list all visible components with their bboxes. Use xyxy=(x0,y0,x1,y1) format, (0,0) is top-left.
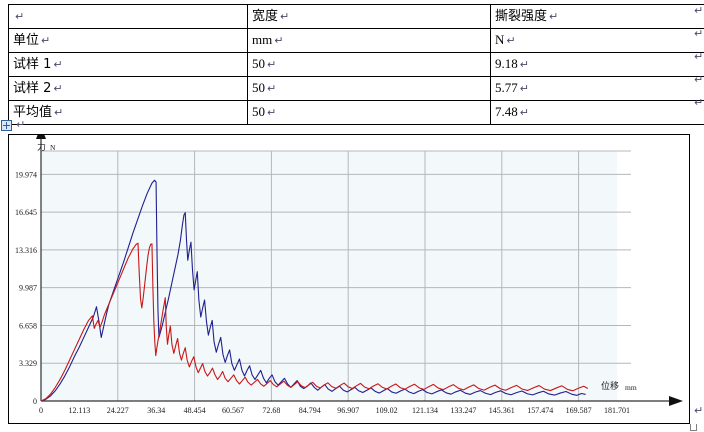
paragraph-mark-icon: ↵ xyxy=(267,82,277,95)
row-end-paragraph-mark-icon: ↵ xyxy=(694,50,704,63)
cell-text: 撕裂强度 xyxy=(495,8,548,24)
table-row: 试样 2 ↵ 50 ↵ 5.77 ↵ xyxy=(8,76,704,101)
paragraph-mark-icon: ↵ xyxy=(41,33,51,47)
x-tick-label: 133.247 xyxy=(450,406,476,415)
paragraph-mark-icon: ↵ xyxy=(549,9,559,23)
cell-text: 50 xyxy=(252,56,265,71)
table-cell-label[interactable]: 试样 2 ↵ xyxy=(8,76,248,101)
row-end-paragraph-mark-icon: ↵ xyxy=(694,4,704,17)
paragraph-mark-icon: ↵ xyxy=(267,58,277,71)
y-tick-label: 0 xyxy=(33,397,37,406)
x-tick-label: 0 xyxy=(39,406,43,415)
cell-text: mm xyxy=(252,32,273,47)
document-end-marker xyxy=(690,424,697,431)
y-tick-label: 16.645 xyxy=(15,208,37,217)
table-move-handle-icon[interactable] xyxy=(1,120,12,131)
table-cell-width[interactable]: 50 ↵ xyxy=(247,76,491,101)
paragraph-mark-icon: ↵ xyxy=(280,9,290,23)
x-tick-label: 72.68 xyxy=(262,406,280,415)
paragraph-mark-icon: ↵ xyxy=(694,404,704,417)
y-tick-label: 6.658 xyxy=(19,321,37,330)
table-cell-strength[interactable]: 7.48 ↵ xyxy=(490,100,704,125)
results-table: ↵ 宽度 ↵ 撕裂强度 ↵ 单位 ↵ mm ↵ N ↵ 试样 1 ↵ 50 ↵ 9.18 ↵ 试… xyxy=(8,4,704,125)
x-tick-label: 60.567 xyxy=(222,406,244,415)
paragraph-mark-icon: ↵ xyxy=(506,34,516,47)
cell-text: 50 xyxy=(252,80,265,95)
y-axis-title: 力 xyxy=(37,141,46,153)
cell-text: 单位 xyxy=(13,32,40,48)
paragraph-mark-icon: ↵ xyxy=(519,106,529,119)
force-displacement-chart: 0 12.113 24.227 36.34 48.454 60.567 72.68 84.79… xyxy=(8,134,690,424)
paragraph-mark-icon: ↵ xyxy=(267,106,277,119)
table-cell-width[interactable]: mm ↵ xyxy=(247,28,491,53)
series-line-2 xyxy=(40,242,589,402)
x-axis-title: 位移 xyxy=(601,380,619,392)
x-axis-unit: mm xyxy=(625,383,637,392)
cell-text: 试样 2 xyxy=(13,80,52,96)
plot-background xyxy=(41,151,617,401)
paragraph-mark-icon: ↵ xyxy=(15,10,25,23)
y-tick-label: 9.987 xyxy=(19,284,37,293)
table-row: 单位 ↵ mm ↵ N ↵ xyxy=(8,28,704,53)
x-tick-label: 145.361 xyxy=(489,406,515,415)
cell-text: N xyxy=(495,32,505,47)
paragraph-mark-icon: ↵ xyxy=(274,34,284,47)
table-cell-label[interactable]: ↵ xyxy=(8,4,248,29)
x-tick-label: 121.134 xyxy=(412,406,438,415)
y-axis-unit: N xyxy=(50,143,56,152)
cell-text: 5.77 xyxy=(495,80,518,95)
y-tick-label: 19.974 xyxy=(15,170,37,179)
paragraph-mark-icon: ↵ xyxy=(519,58,529,71)
table-cell-width[interactable]: 50 ↵ xyxy=(247,52,491,77)
table-row: 平均值 ↵ 50 ↵ 7.48 ↵ xyxy=(8,100,704,125)
y-tick-label: 13.316 xyxy=(15,246,37,255)
paragraph-mark-icon: ↵ xyxy=(54,105,64,119)
data-series xyxy=(40,179,589,402)
x-tick-label: 24.227 xyxy=(107,406,129,415)
x-tick-label: 109.02 xyxy=(376,406,398,415)
x-tick-label: 96.907 xyxy=(337,406,359,415)
y-axis-tick-labels: 0 3.329 6.658 9.987 13.316 16.645 19.974 xyxy=(15,170,37,406)
table-cell-strength[interactable]: N ↵ xyxy=(490,28,704,53)
x-tick-label: 36.34 xyxy=(147,406,165,415)
paragraph-mark-icon: ↵ xyxy=(519,82,529,95)
table-cell-label[interactable]: 平均值 ↵ xyxy=(8,100,248,125)
chart-axes xyxy=(36,135,683,406)
table-cell-strength[interactable]: 撕裂强度 ↵ xyxy=(490,4,704,29)
table-cell-label[interactable]: 试样 1 ↵ xyxy=(8,52,248,77)
table-body: ↵ 宽度 ↵ 撕裂强度 ↵ 单位 ↵ mm ↵ N ↵ 试样 1 ↵ 50 ↵ 9.18 ↵ 试… xyxy=(8,4,704,125)
cell-text: 7.48 xyxy=(495,104,518,119)
series-line-1 xyxy=(40,179,586,402)
cell-text: 50 xyxy=(252,104,265,119)
x-tick-label: 48.454 xyxy=(184,406,206,415)
cell-text: 宽度 xyxy=(252,8,279,24)
cell-text: 9.18 xyxy=(495,56,518,71)
table-cell-width[interactable]: 宽度 ↵ xyxy=(247,4,491,29)
row-end-paragraph-mark-icon: ↵ xyxy=(694,73,704,86)
x-tick-label: 84.794 xyxy=(299,406,321,415)
grid-lines xyxy=(41,150,631,401)
cell-text: 试样 1 xyxy=(13,56,52,72)
table-cell-width[interactable]: 50 ↵ xyxy=(247,100,491,125)
x-axis-tick-labels: 0 12.113 24.227 36.34 48.454 60.567 72.68 84.79… xyxy=(39,406,630,415)
x-tick-label: 12.113 xyxy=(69,406,91,415)
table-row: 试样 1 ↵ 50 ↵ 9.18 ↵ xyxy=(8,52,704,77)
x-tick-label: 169.587 xyxy=(566,406,592,415)
row-end-paragraph-mark-icon: ↵ xyxy=(694,96,704,109)
table-row: ↵ 宽度 ↵ 撕裂强度 ↵ xyxy=(8,4,704,29)
cell-text: 平均值 xyxy=(13,104,53,120)
x-tick-label: 157.474 xyxy=(527,406,553,415)
paragraph-mark-icon: ↵ xyxy=(16,118,26,131)
row-end-paragraph-mark-icon: ↵ xyxy=(694,27,704,40)
y-tick-label: 3.329 xyxy=(19,359,37,368)
table-cell-strength[interactable]: 9.18 ↵ xyxy=(490,52,704,77)
paragraph-mark-icon: ↵ xyxy=(53,81,63,95)
table-cell-label[interactable]: 单位 ↵ xyxy=(8,28,248,53)
paragraph-mark-icon: ↵ xyxy=(53,57,63,71)
table-cell-strength[interactable]: 5.77 ↵ xyxy=(490,76,704,101)
chart-canvas: 0 12.113 24.227 36.34 48.454 60.567 72.68 84.79… xyxy=(15,135,683,415)
x-tick-label: 181.701 xyxy=(604,406,630,415)
